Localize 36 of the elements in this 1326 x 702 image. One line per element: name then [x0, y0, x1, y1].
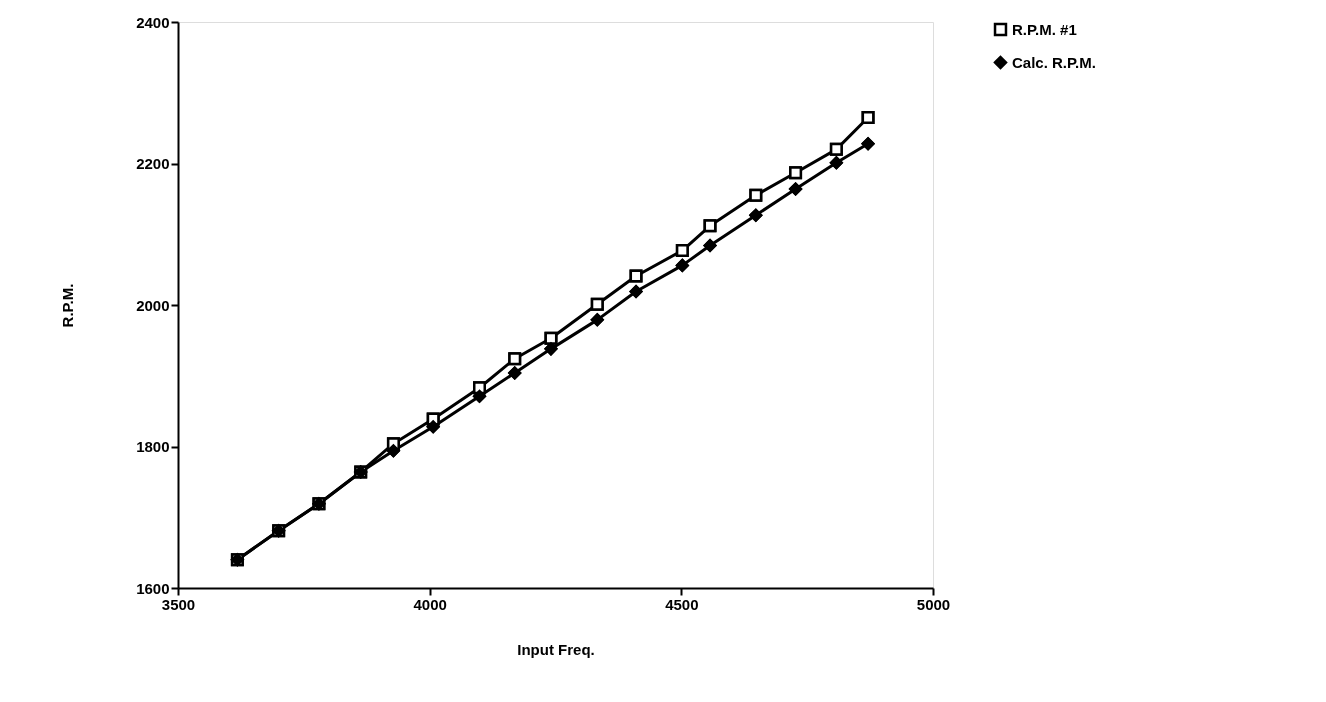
point [829, 156, 843, 170]
point [861, 111, 875, 125]
y-tick-label: 2200 [136, 155, 170, 172]
x-axis-title: Input Freq. [517, 640, 595, 658]
x-tick-label: 4000 [413, 595, 447, 613]
legend-label: Calc. R.P.M. [1012, 53, 1096, 71]
point [590, 313, 604, 327]
y-axis-title: R.P.M. [59, 283, 77, 328]
point [386, 444, 400, 458]
point [675, 258, 689, 272]
point [675, 244, 689, 258]
point [703, 239, 717, 253]
point [508, 352, 522, 366]
y-tick-label: 2400 [136, 13, 170, 31]
point [544, 342, 558, 356]
point [473, 389, 486, 403]
point [861, 137, 875, 151]
y-tick-label: 1600 [136, 579, 170, 597]
point [629, 269, 643, 283]
point [703, 219, 717, 233]
y-tick-label: 1800 [136, 438, 170, 455]
point [590, 297, 604, 311]
point [789, 182, 803, 196]
y-tick-label: 2000 [136, 296, 170, 314]
point [749, 208, 763, 222]
point [629, 285, 643, 299]
point [544, 331, 558, 345]
legend-label: R.P.M. #1 [1012, 20, 1077, 38]
point [508, 366, 522, 380]
x-tick-label: 5000 [916, 595, 951, 613]
x-tick-label: 4500 [665, 595, 699, 613]
point [829, 142, 843, 156]
point [749, 188, 763, 202]
x-tick-label: 3500 [161, 595, 196, 613]
point [789, 166, 803, 180]
point [426, 420, 440, 434]
